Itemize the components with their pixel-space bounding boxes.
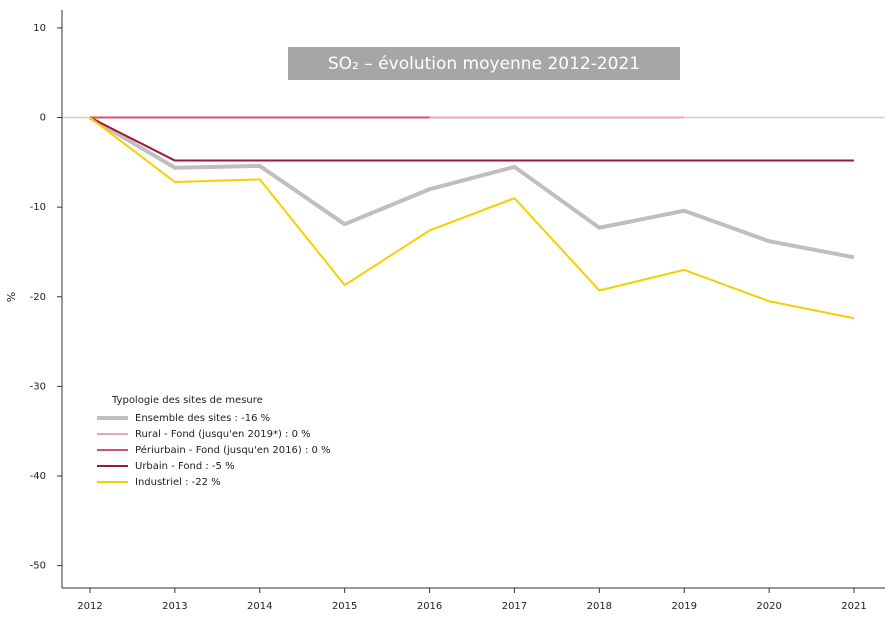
y-tick-label: 10 — [33, 23, 46, 34]
x-tick-label: 2013 — [162, 601, 187, 612]
legend-title: Typologie des sites de mesure — [111, 395, 263, 406]
title-box — [288, 47, 680, 80]
y-tick-label: -20 — [30, 292, 46, 303]
chart-title: SO₂ – évolution moyenne 2012-2021 — [328, 54, 640, 74]
series-line — [89, 116, 855, 320]
x-tick-label: 2012 — [77, 601, 102, 612]
y-tick-label: -30 — [30, 381, 46, 392]
legend-label: Périurbain - Fond (jusqu'en 2016) : 0 % — [135, 444, 331, 456]
x-tick-label: 2020 — [756, 601, 781, 612]
x-tick-label: 2015 — [332, 601, 357, 612]
x-tick-label: 2016 — [417, 601, 442, 612]
y-tick-label: -50 — [30, 561, 46, 572]
x-tick-label: 2017 — [502, 601, 527, 612]
x-tick-label: 2021 — [841, 601, 866, 612]
legend-label: Industriel : -22 % — [135, 477, 221, 488]
x-tick-label: 2018 — [587, 601, 612, 612]
legend-label: Ensemble des sites : -16 % — [135, 413, 270, 424]
x-tick-label: 2019 — [671, 601, 696, 612]
legend-label: Rural - Fond (jusqu'en 2019*) : 0 % — [135, 429, 311, 440]
series-line — [89, 116, 854, 162]
x-tick-label: 2014 — [247, 601, 272, 612]
y-tick-label: -10 — [30, 202, 46, 213]
legend-label: Urbain - Fond : -5 % — [135, 461, 235, 472]
y-tick-label: 0 — [40, 113, 46, 124]
series-line — [88, 115, 855, 260]
y-tick-label: -40 — [30, 471, 46, 482]
y-axis-label: % — [5, 292, 18, 302]
